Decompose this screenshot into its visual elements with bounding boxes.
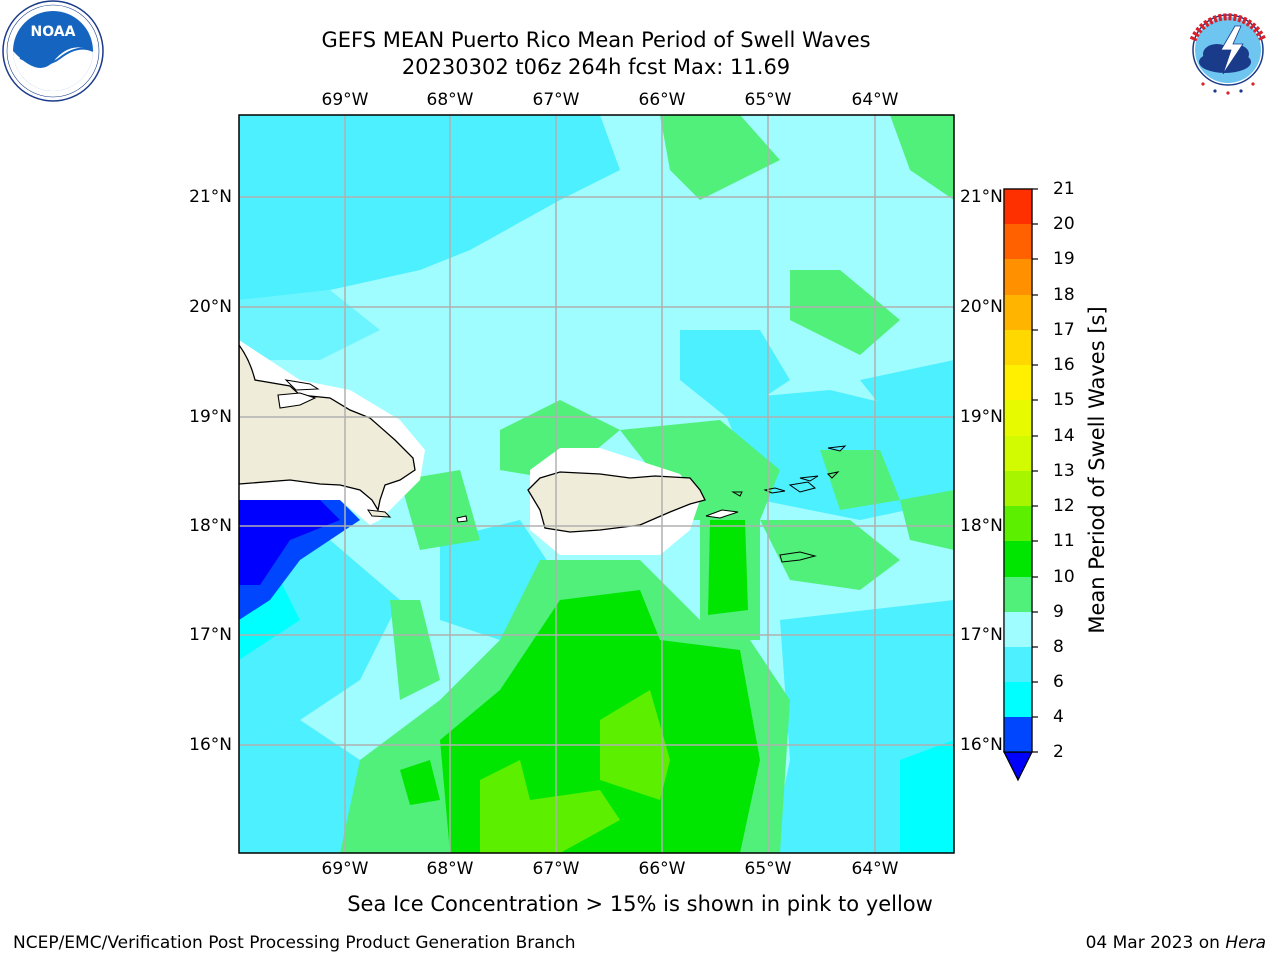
colorbar-tick-label: 9 bbox=[1053, 602, 1064, 622]
lon-label-top: 64°W bbox=[851, 90, 899, 110]
map-title: GEFS MEAN Puerto Rico Mean Period of Swe… bbox=[321, 28, 871, 52]
lon-label-top: 69°W bbox=[321, 90, 369, 110]
nws-logo-icon bbox=[1180, 2, 1276, 98]
lon-label-top: 68°W bbox=[426, 90, 474, 110]
lat-label-right: 17°N bbox=[960, 625, 1003, 645]
colorbar-title: Mean Period of Swell Waves [s] bbox=[1085, 306, 1109, 634]
lat-label-right: 18°N bbox=[960, 516, 1003, 536]
colorbar-tick-label: 8 bbox=[1053, 637, 1064, 657]
colorbar-tick-label: 11 bbox=[1053, 531, 1075, 551]
lat-label-left: 20°N bbox=[189, 297, 232, 317]
colorbar-tick-label: 10 bbox=[1053, 567, 1075, 587]
lon-label-bottom: 66°W bbox=[638, 859, 686, 879]
colorbar-tick-label: 18 bbox=[1053, 285, 1075, 305]
swell-period-field bbox=[239, 115, 954, 853]
lon-label-bottom: 65°W bbox=[744, 859, 792, 879]
colorbar-tick-label: 14 bbox=[1053, 426, 1075, 446]
forecast-subtitle: 20230302 t06z 264h fcst Max: 11.69 bbox=[401, 55, 791, 79]
noaa-logo-icon: NOAA bbox=[2, 0, 104, 102]
colorbar-tick-label: 16 bbox=[1053, 355, 1075, 375]
colorbar-tick-label: 13 bbox=[1053, 461, 1075, 481]
lon-label-bottom: 69°W bbox=[321, 859, 369, 879]
sea-ice-note: Sea Ice Concentration > 15% is shown in … bbox=[347, 892, 933, 916]
colorbar-tick-label: 6 bbox=[1053, 672, 1064, 692]
lat-label-right: 16°N bbox=[960, 735, 1003, 755]
lat-label-right: 21°N bbox=[960, 187, 1003, 207]
lat-label-left: 17°N bbox=[189, 625, 232, 645]
lat-label-right: 19°N bbox=[960, 407, 1003, 427]
colorbar-tick-label: 15 bbox=[1053, 390, 1075, 410]
colorbar-tick-label: 4 bbox=[1053, 707, 1064, 727]
footer-date-text: 04 Mar 2023 on bbox=[1085, 933, 1226, 953]
colorbar-tick-label: 17 bbox=[1053, 320, 1075, 340]
lon-label-bottom: 64°W bbox=[851, 859, 899, 879]
lon-label-bottom: 68°W bbox=[426, 859, 474, 879]
colorbar-overlay bbox=[1003, 188, 1033, 753]
colorbar-under-triangle bbox=[1003, 751, 1033, 782]
lat-label-right: 20°N bbox=[960, 297, 1003, 317]
lon-label-top: 66°W bbox=[638, 90, 686, 110]
lon-label-top: 65°W bbox=[744, 90, 792, 110]
footer-date: 04 Mar 2023 on Hera bbox=[1086, 933, 1266, 953]
colorbar-tick-label: 21 bbox=[1053, 179, 1075, 199]
lat-label-left: 16°N bbox=[189, 735, 232, 755]
lon-label-bottom: 67°W bbox=[532, 859, 580, 879]
colorbar-tick-label: 19 bbox=[1053, 249, 1075, 269]
lon-label-top: 67°W bbox=[532, 90, 580, 110]
noaa-logo-text: NOAA bbox=[31, 24, 76, 40]
colorbar-tick-label: 12 bbox=[1053, 496, 1075, 516]
colorbar-tick-label: 2 bbox=[1053, 742, 1064, 762]
footer-branch: NCEP/EMC/Verification Post Processing Pr… bbox=[13, 933, 576, 953]
map-frame bbox=[238, 114, 955, 854]
colorbar-tick-label: 20 bbox=[1053, 214, 1075, 234]
map-gridlines bbox=[239, 115, 954, 853]
lat-label-left: 19°N bbox=[189, 407, 232, 427]
lat-label-left: 18°N bbox=[189, 516, 232, 536]
footer-machine: Hera bbox=[1225, 933, 1266, 953]
lat-label-left: 21°N bbox=[189, 187, 232, 207]
